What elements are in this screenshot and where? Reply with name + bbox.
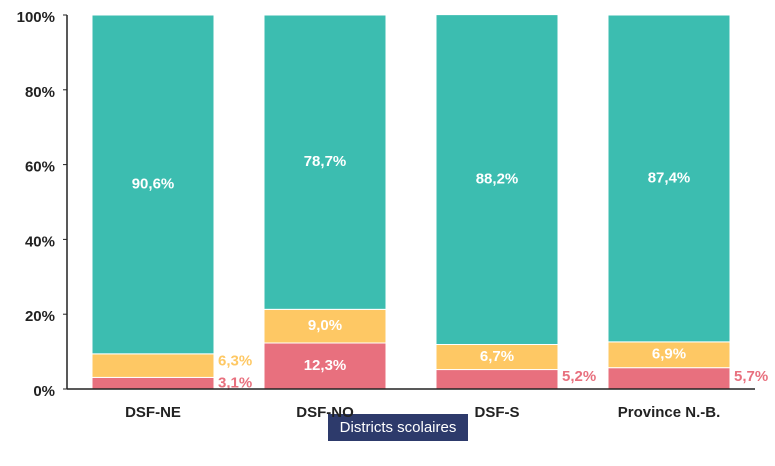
data-label: 90,6% xyxy=(132,175,175,192)
data-label: 12,3% xyxy=(304,357,347,374)
bar-segment xyxy=(263,308,387,344)
x-axis-label: Districts scolaires xyxy=(340,419,457,436)
bar-segment xyxy=(91,14,215,355)
data-label: 9,0% xyxy=(308,317,342,334)
x-tick-label: DSF-S xyxy=(475,404,520,421)
data-label: 87,4% xyxy=(648,169,691,186)
y-tick-label: 20% xyxy=(25,308,55,325)
data-label: 6,3% xyxy=(218,352,252,369)
bar-segment xyxy=(263,14,387,310)
data-label: 78,7% xyxy=(304,153,347,170)
bar-segment xyxy=(263,342,387,390)
y-tick-label: 80% xyxy=(25,84,55,101)
bar-segment xyxy=(91,353,215,378)
data-label: 5,2% xyxy=(562,368,596,385)
data-label: 88,2% xyxy=(476,171,519,188)
data-label: 3,1% xyxy=(218,374,252,391)
x-tick-label: DSF-NO xyxy=(296,404,354,421)
y-tick-label: 100% xyxy=(17,9,55,26)
data-label: 5,7% xyxy=(734,368,768,385)
bar-segment xyxy=(435,14,559,345)
bar-segment xyxy=(435,369,559,390)
bar-segment xyxy=(607,14,731,343)
y-tick-label: 0% xyxy=(33,383,55,400)
bar-segment xyxy=(91,376,215,390)
y-tick-label: 60% xyxy=(25,159,55,176)
x-label-box xyxy=(328,414,468,441)
x-tick-label: DSF-NE xyxy=(125,404,181,421)
bar-segment xyxy=(435,343,559,371)
bar-segment xyxy=(607,341,731,369)
x-tick-label: Province N.-B. xyxy=(618,404,721,421)
bar-segment xyxy=(607,367,731,390)
data-label: 6,7% xyxy=(480,348,514,365)
y-tick-label: 40% xyxy=(25,233,55,250)
data-label: 6,9% xyxy=(652,346,686,363)
